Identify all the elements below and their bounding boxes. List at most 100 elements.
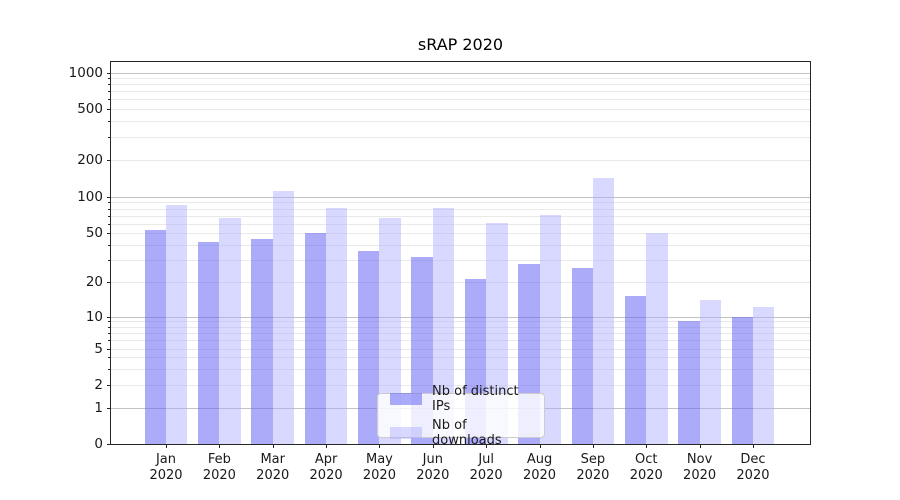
x-tick	[219, 444, 221, 448]
y-minor-tick	[108, 385, 110, 386]
y-tick	[106, 407, 110, 409]
gridline-minor	[111, 282, 810, 283]
chart-title: sRAP 2020	[417, 35, 504, 54]
x-tick-label: Aug 2020	[522, 452, 557, 483]
gridline-minor	[111, 99, 810, 101]
y-tick	[106, 316, 110, 318]
x-tick-label: Feb 2020	[202, 452, 236, 483]
y-tick-label: 20	[85, 274, 103, 290]
y-minor-tick	[108, 357, 110, 359]
legend-entry-downloads: Nb of downloads	[386, 418, 536, 448]
gridline-minor	[111, 215, 810, 217]
x-tick-label: May 2020	[362, 452, 396, 483]
x-tick	[486, 444, 488, 448]
gridline-minor	[111, 137, 810, 139]
y-minor-tick	[108, 121, 110, 123]
gridline-minor	[111, 348, 810, 350]
bar-downloads-mar	[272, 190, 295, 444]
y-tick-label: 500	[77, 101, 103, 117]
gridline-minor	[111, 91, 810, 93]
y-minor-tick	[108, 160, 110, 161]
y-tick-label: 1	[94, 399, 103, 416]
y-minor-tick	[108, 84, 110, 86]
gridline-minor	[111, 357, 810, 359]
y-minor-tick	[108, 215, 110, 217]
bar-distinct-ips-dec	[731, 316, 753, 444]
y-minor-tick	[108, 137, 110, 139]
x-tick-label: Mar 2020	[256, 452, 290, 483]
x-tick-label: Dec 2020	[736, 452, 770, 483]
bar-downloads-jun	[432, 207, 455, 444]
bar-distinct-ips-feb	[198, 242, 220, 444]
x-tick-label: Nov 2020	[683, 452, 717, 483]
x-tick-label: Jul 2020	[469, 452, 503, 483]
y-minor-tick	[108, 91, 110, 93]
x-tick-label: Apr 2020	[309, 452, 343, 483]
x-tick	[752, 444, 754, 448]
x-tick	[432, 444, 434, 448]
bar-downloads-jan	[166, 205, 188, 444]
y-tick-label: 100	[77, 189, 103, 205]
bar-downloads-dec	[752, 307, 775, 444]
gridline-minor	[111, 321, 810, 323]
gridline-major	[111, 316, 810, 318]
y-minor-tick	[108, 99, 110, 101]
gridline-minor	[111, 208, 810, 210]
y-tick-label: 200	[77, 152, 103, 168]
y-minor-tick	[108, 233, 110, 234]
y-minor-tick	[108, 326, 110, 328]
bar-downloads-may	[379, 217, 401, 444]
legend: Nb of distinct IPs Nb of downloads	[377, 384, 545, 448]
y-minor-tick	[108, 244, 110, 246]
y-minor-tick	[108, 368, 110, 370]
x-tick	[272, 444, 274, 448]
gridline-minor	[111, 326, 810, 328]
gridline-minor	[111, 340, 810, 342]
gridline-minor	[111, 223, 810, 225]
x-tick-label: Oct 2020	[629, 452, 663, 483]
x-tick-label: Jan 2020	[149, 452, 183, 483]
y-tick-label: 2	[94, 377, 103, 393]
x-tick	[326, 444, 328, 448]
legend-swatch-downloads	[390, 426, 422, 439]
x-tick	[379, 444, 381, 448]
bar-distinct-ips-sep	[571, 267, 593, 444]
gridline-minor	[111, 109, 810, 110]
y-minor-tick	[108, 109, 110, 110]
y-minor-tick	[108, 223, 110, 225]
plot-area: Nb of distinct IPs Nb of downloads	[110, 61, 811, 448]
x-tick	[539, 444, 541, 448]
x-tick-label: Sep 2020	[576, 452, 610, 483]
y-minor-tick	[108, 260, 110, 262]
y-tick-label: 10	[85, 308, 103, 325]
gridline-minor	[111, 160, 810, 161]
y-minor-tick	[108, 78, 110, 80]
x-tick-label: Jun 2020	[416, 452, 450, 483]
bar-downloads-aug	[539, 214, 561, 444]
y-tick-label: 0	[94, 436, 103, 452]
y-tick-label: 1000	[68, 64, 103, 81]
bar-downloads-feb	[219, 217, 241, 444]
gridline-minor	[111, 121, 810, 123]
gridline-major	[111, 197, 810, 198]
bar-distinct-ips-mar	[251, 238, 273, 444]
y-tick-label: 50	[85, 225, 103, 241]
legend-label-downloads: Nb of downloads	[432, 417, 502, 448]
y-tick-label: 5	[94, 340, 103, 357]
x-tick	[592, 444, 594, 448]
y-minor-tick	[108, 202, 110, 204]
gridline-minor	[111, 78, 810, 80]
gridline-minor	[111, 244, 810, 246]
legend-swatch-distinct-ips	[390, 392, 422, 405]
bar-distinct-ips-may	[358, 250, 380, 444]
y-minor-tick	[108, 340, 110, 342]
y-minor-tick	[108, 348, 110, 350]
bar-downloads-nov	[699, 299, 721, 444]
bar-distinct-ips-oct	[624, 296, 647, 444]
y-tick	[106, 444, 110, 445]
bar-downloads-apr	[326, 207, 348, 444]
gridline-minor	[111, 385, 810, 386]
y-minor-tick	[108, 208, 110, 210]
gridline-minor	[111, 260, 810, 262]
